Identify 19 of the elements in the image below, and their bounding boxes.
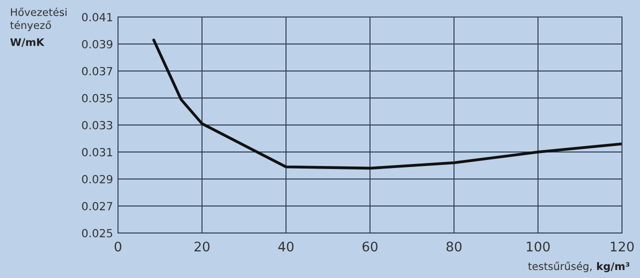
y-axis-title: Hővezetési tényező W/mK (10, 8, 66, 47)
y-tick-label: 0.031 (82, 148, 112, 156)
y-tick-label: 0.025 (82, 228, 112, 238)
y-tick-label: 0.027 (82, 202, 112, 210)
x-tick-label: 60 (362, 242, 378, 252)
x-tick-label: 20 (194, 242, 210, 252)
y-tick-label: 0.033 (82, 120, 112, 130)
x-tick-label: 100 (526, 242, 550, 252)
x-tick-label: 0 (114, 242, 122, 252)
y-tick-label: 0.035 (82, 94, 112, 102)
line-series (152, 38, 622, 170)
y-tick-label: 0.041 (82, 12, 112, 22)
y-tick-label: 0.037 (82, 66, 112, 76)
y-tick-label: 0.029 (82, 174, 112, 184)
y-tick-label: 0.039 (82, 40, 112, 48)
x-tick-label: 40 (278, 242, 294, 252)
x-axis-title: testsűrűség, kg/m³ (528, 262, 630, 272)
x-tick-label: 120 (610, 242, 634, 252)
x-tick-label: 80 (446, 242, 462, 252)
